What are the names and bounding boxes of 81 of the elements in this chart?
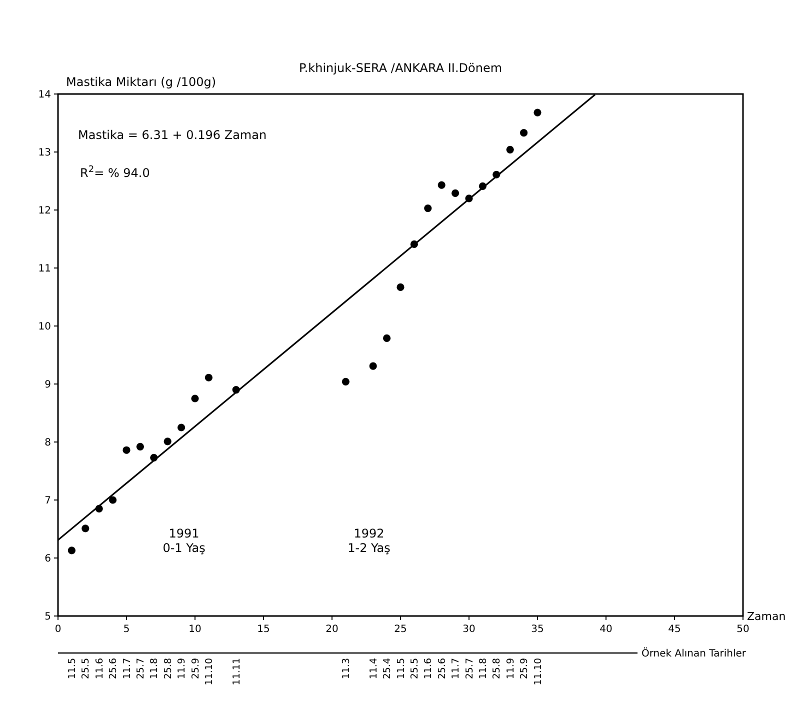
chart-title: P.khinjuk-SERA /ANKARA II.Dönem xyxy=(298,61,502,75)
x-tick-label: 35 xyxy=(531,624,544,635)
point xyxy=(232,386,240,394)
text: 25.8 xyxy=(492,658,503,680)
point xyxy=(82,524,90,532)
text: 11.9 xyxy=(505,658,516,680)
point xyxy=(410,240,418,248)
x-axis-title: Zaman xyxy=(747,610,786,623)
text: 11.7 xyxy=(450,658,462,680)
text: 25.7 xyxy=(136,658,147,680)
x-tick-label: 10 xyxy=(188,624,202,635)
y-tick-label: 9 xyxy=(44,380,51,390)
text: 25.5 xyxy=(410,658,421,680)
y-axis-title: Mastika Miktarı (g /100g) xyxy=(66,75,216,89)
point xyxy=(164,438,172,446)
text: 11.8 xyxy=(478,658,490,680)
y-tick-label: 7 xyxy=(44,496,51,506)
y-tick-label: 13 xyxy=(38,148,51,158)
x-tick-label: 30 xyxy=(462,624,476,635)
y-tick-label: 12 xyxy=(38,206,51,216)
text: 11.11 xyxy=(231,658,242,686)
text: 25.7 xyxy=(464,658,476,680)
text: 25.9 xyxy=(519,658,530,680)
point xyxy=(465,194,473,202)
text: 11.9 xyxy=(176,658,188,680)
y-tick-label: 6 xyxy=(44,554,51,564)
point xyxy=(424,204,432,212)
point xyxy=(396,283,404,291)
x-tick-label: 40 xyxy=(600,624,612,635)
text: 11.5 xyxy=(67,658,78,680)
point xyxy=(191,394,199,402)
text: 11.6 xyxy=(423,658,434,680)
x-tick-label: 0 xyxy=(54,624,62,635)
text: 11.10 xyxy=(532,658,544,686)
point xyxy=(68,546,76,554)
y-tick-label: 8 xyxy=(44,438,51,448)
point xyxy=(122,446,130,454)
point xyxy=(136,442,144,450)
annotation: Mastika = 6.31 + 0.196 Zaman xyxy=(78,128,267,142)
x-tick-label: 20 xyxy=(326,624,338,635)
text: 11.7 xyxy=(122,658,133,680)
point xyxy=(478,182,486,190)
text: 11.3 xyxy=(341,658,352,680)
text: 11.8 xyxy=(149,658,160,680)
text: 25.8 xyxy=(162,658,174,680)
point xyxy=(520,129,528,137)
text: 11.6 xyxy=(94,658,106,680)
x-tick-label: 25 xyxy=(394,624,407,635)
text: 11.10 xyxy=(204,658,216,686)
text: 25.6 xyxy=(108,658,120,680)
y-tick-label: 14 xyxy=(38,90,51,100)
text: 25.4 xyxy=(382,658,394,680)
x-tick-label: 50 xyxy=(736,624,750,635)
point xyxy=(438,181,446,189)
x-tick-label: 5 xyxy=(123,624,130,635)
y-tick-label: 5 xyxy=(44,612,51,622)
point xyxy=(383,334,391,342)
text: 25.5 xyxy=(80,658,92,680)
point xyxy=(492,170,500,178)
x-tick-label: 45 xyxy=(668,624,681,635)
point xyxy=(369,362,377,370)
point xyxy=(178,424,186,432)
point xyxy=(204,374,212,382)
point xyxy=(95,504,103,512)
annotation: R$^{2}$= % 94.0 xyxy=(80,165,150,180)
point xyxy=(150,454,158,462)
annotation: 1991 0-1 Yaş xyxy=(162,526,206,556)
y-tick-label: 11 xyxy=(38,264,51,274)
point xyxy=(452,189,460,197)
text: Örnek Alınan Tarihler xyxy=(642,646,747,660)
text: 11.4 xyxy=(368,658,380,680)
text: 25.6 xyxy=(436,658,448,680)
point xyxy=(109,496,117,504)
x-tick-label: 15 xyxy=(257,624,270,635)
point xyxy=(534,108,542,116)
text: 25.9 xyxy=(190,658,202,680)
point xyxy=(342,378,350,386)
text: 11.5 xyxy=(396,658,407,680)
annotation: 1992 1-2 Yaş xyxy=(348,526,390,556)
y-tick-label: 10 xyxy=(38,322,51,332)
point xyxy=(506,146,514,154)
